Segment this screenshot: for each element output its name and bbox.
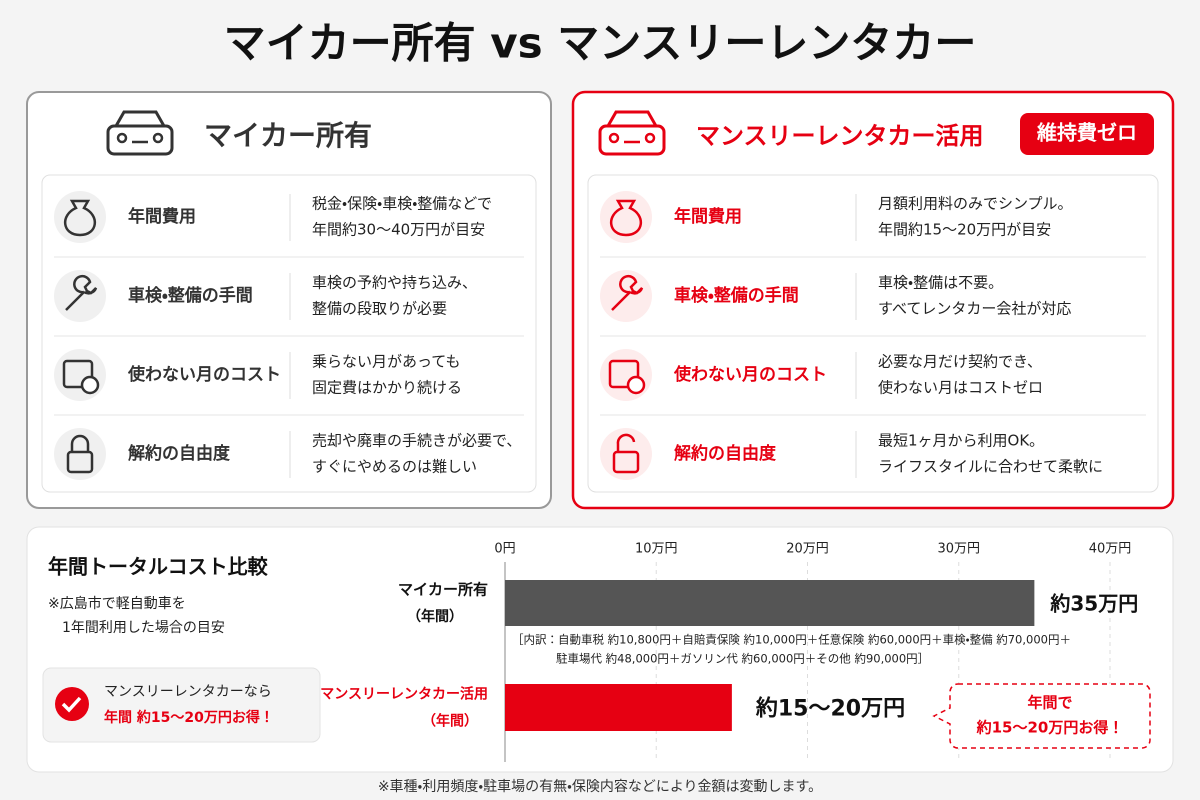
page-title: マイカー所有 vs マンスリーレンタカー — [224, 19, 977, 68]
icon-bag — [610, 199, 642, 237]
annotation-box — [932, 683, 1151, 749]
row-label: 解約の自由度 — [674, 443, 777, 464]
row-description: 月額利用料のみでシンプル。 — [878, 195, 1073, 213]
callout-text: 年間 約15〜20万円お得！ — [104, 709, 274, 726]
car-icon — [608, 132, 620, 144]
car-icon — [606, 110, 658, 127]
annotation-text: 年間で — [1027, 694, 1072, 712]
check-icon — [55, 687, 89, 721]
icon-wrench — [65, 275, 98, 311]
car-icon — [106, 124, 174, 156]
panel-heading: マンスリーレンタカー活用 — [696, 122, 984, 150]
row-description: ライフスタイルに合わせて柔軟に — [878, 458, 1103, 476]
value-label: 約35万円 — [1049, 592, 1138, 616]
row-description: すべてレンタカー会社が対応 — [878, 300, 1071, 318]
row-description: 使わない月はコストゼロ — [878, 379, 1043, 397]
breakdown-text: 駐車場代 約48,000円＋ガソリン代 約60,000円＋その他 約90,000… — [556, 652, 929, 666]
row-label: 使わない月のコスト — [127, 364, 281, 385]
badge — [1020, 113, 1154, 155]
icon-lock — [612, 450, 640, 474]
icon-calendar — [608, 359, 640, 389]
category-label: マイカー所有 — [398, 581, 488, 599]
icon-calendar — [80, 375, 100, 395]
row-description: 車検・整備は不要。 — [878, 274, 1003, 292]
x-tick-label: 40万円 — [1089, 542, 1132, 557]
row-label: 年間費用 — [128, 206, 196, 227]
summary-note: ※広島市で軽自動車を — [48, 595, 186, 612]
annotation-text: 約15〜20万円お得！ — [976, 719, 1124, 737]
row-description: 固定費はかかり続ける — [312, 379, 462, 397]
icon-bg — [54, 349, 106, 401]
icon-calendar — [62, 359, 94, 389]
category-sublabel: （年間） — [407, 608, 463, 625]
panel-heading: マイカー所有 — [204, 119, 372, 152]
row-box — [587, 174, 1159, 493]
footnote: ※車種・利用頻度・駐車場の有無・保険内容などにより金額は変動します。 — [378, 778, 822, 795]
badge-text: 維持費ゼロ — [1036, 121, 1137, 145]
row-description: すぐにやめるのは難しい — [312, 458, 477, 476]
callout-box — [42, 667, 321, 743]
breakdown-text: ［内訳：自動車税 約10,800円＋自賠責保険 約10,000円＋任意保険 約6… — [512, 633, 1071, 647]
row-description: 年間約30〜40万円が目安 — [312, 221, 485, 239]
summary-title: 年間トータルコスト比較 — [48, 555, 269, 579]
row-box — [41, 174, 537, 493]
row-label: 解約の自由度 — [128, 443, 231, 464]
category-sublabel: （年間） — [422, 713, 478, 730]
callout-text: マンスリーレンタカーなら — [104, 684, 272, 700]
x-tick-label: 0円 — [494, 542, 515, 557]
category-label: マンスリーレンタカー活用 — [320, 686, 488, 703]
icon-wrench — [611, 275, 644, 311]
car-icon — [116, 132, 128, 144]
x-tick-label: 20万円 — [786, 542, 829, 557]
icon-bg — [600, 349, 652, 401]
value-label: 約15〜20万円 — [755, 696, 905, 722]
car-icon — [114, 110, 166, 127]
x-tick-label: 10万円 — [635, 542, 678, 557]
row-description: 税金・保険・車検・整備などで — [312, 195, 492, 213]
bar — [505, 580, 1035, 626]
row-description: 売却や廃車の手続きが必要で、 — [312, 432, 521, 450]
car-icon — [644, 132, 656, 144]
car-icon — [152, 132, 164, 144]
icon-bag — [64, 199, 96, 237]
icon-lock — [66, 450, 94, 474]
row-description: 必要な月だけ契約でき、 — [878, 353, 1042, 371]
check-icon — [61, 696, 82, 713]
row-description: 年間約15〜20万円が目安 — [878, 221, 1051, 239]
x-tick-label: 30万円 — [937, 542, 980, 557]
icon-lock — [616, 433, 636, 452]
row-label: 車検・整備の手間 — [674, 285, 799, 306]
summary-note: 1年間利用した場合の目安 — [62, 620, 225, 636]
row-description: 整備の段取りが必要 — [312, 300, 447, 318]
car-icon — [598, 124, 666, 156]
icon-calendar — [626, 375, 646, 395]
icon-lock — [70, 434, 90, 452]
row-label: 年間費用 — [674, 206, 742, 227]
row-label: 使わない月のコスト — [673, 364, 827, 385]
row-description: 乗らない月があっても — [312, 353, 461, 371]
row-label: 車検・整備の手間 — [128, 285, 253, 306]
row-description: 車検の予約や持ち込み、 — [312, 274, 477, 292]
row-description: 最短1ヶ月から利用OK。 — [878, 432, 1044, 450]
bar — [505, 684, 732, 731]
